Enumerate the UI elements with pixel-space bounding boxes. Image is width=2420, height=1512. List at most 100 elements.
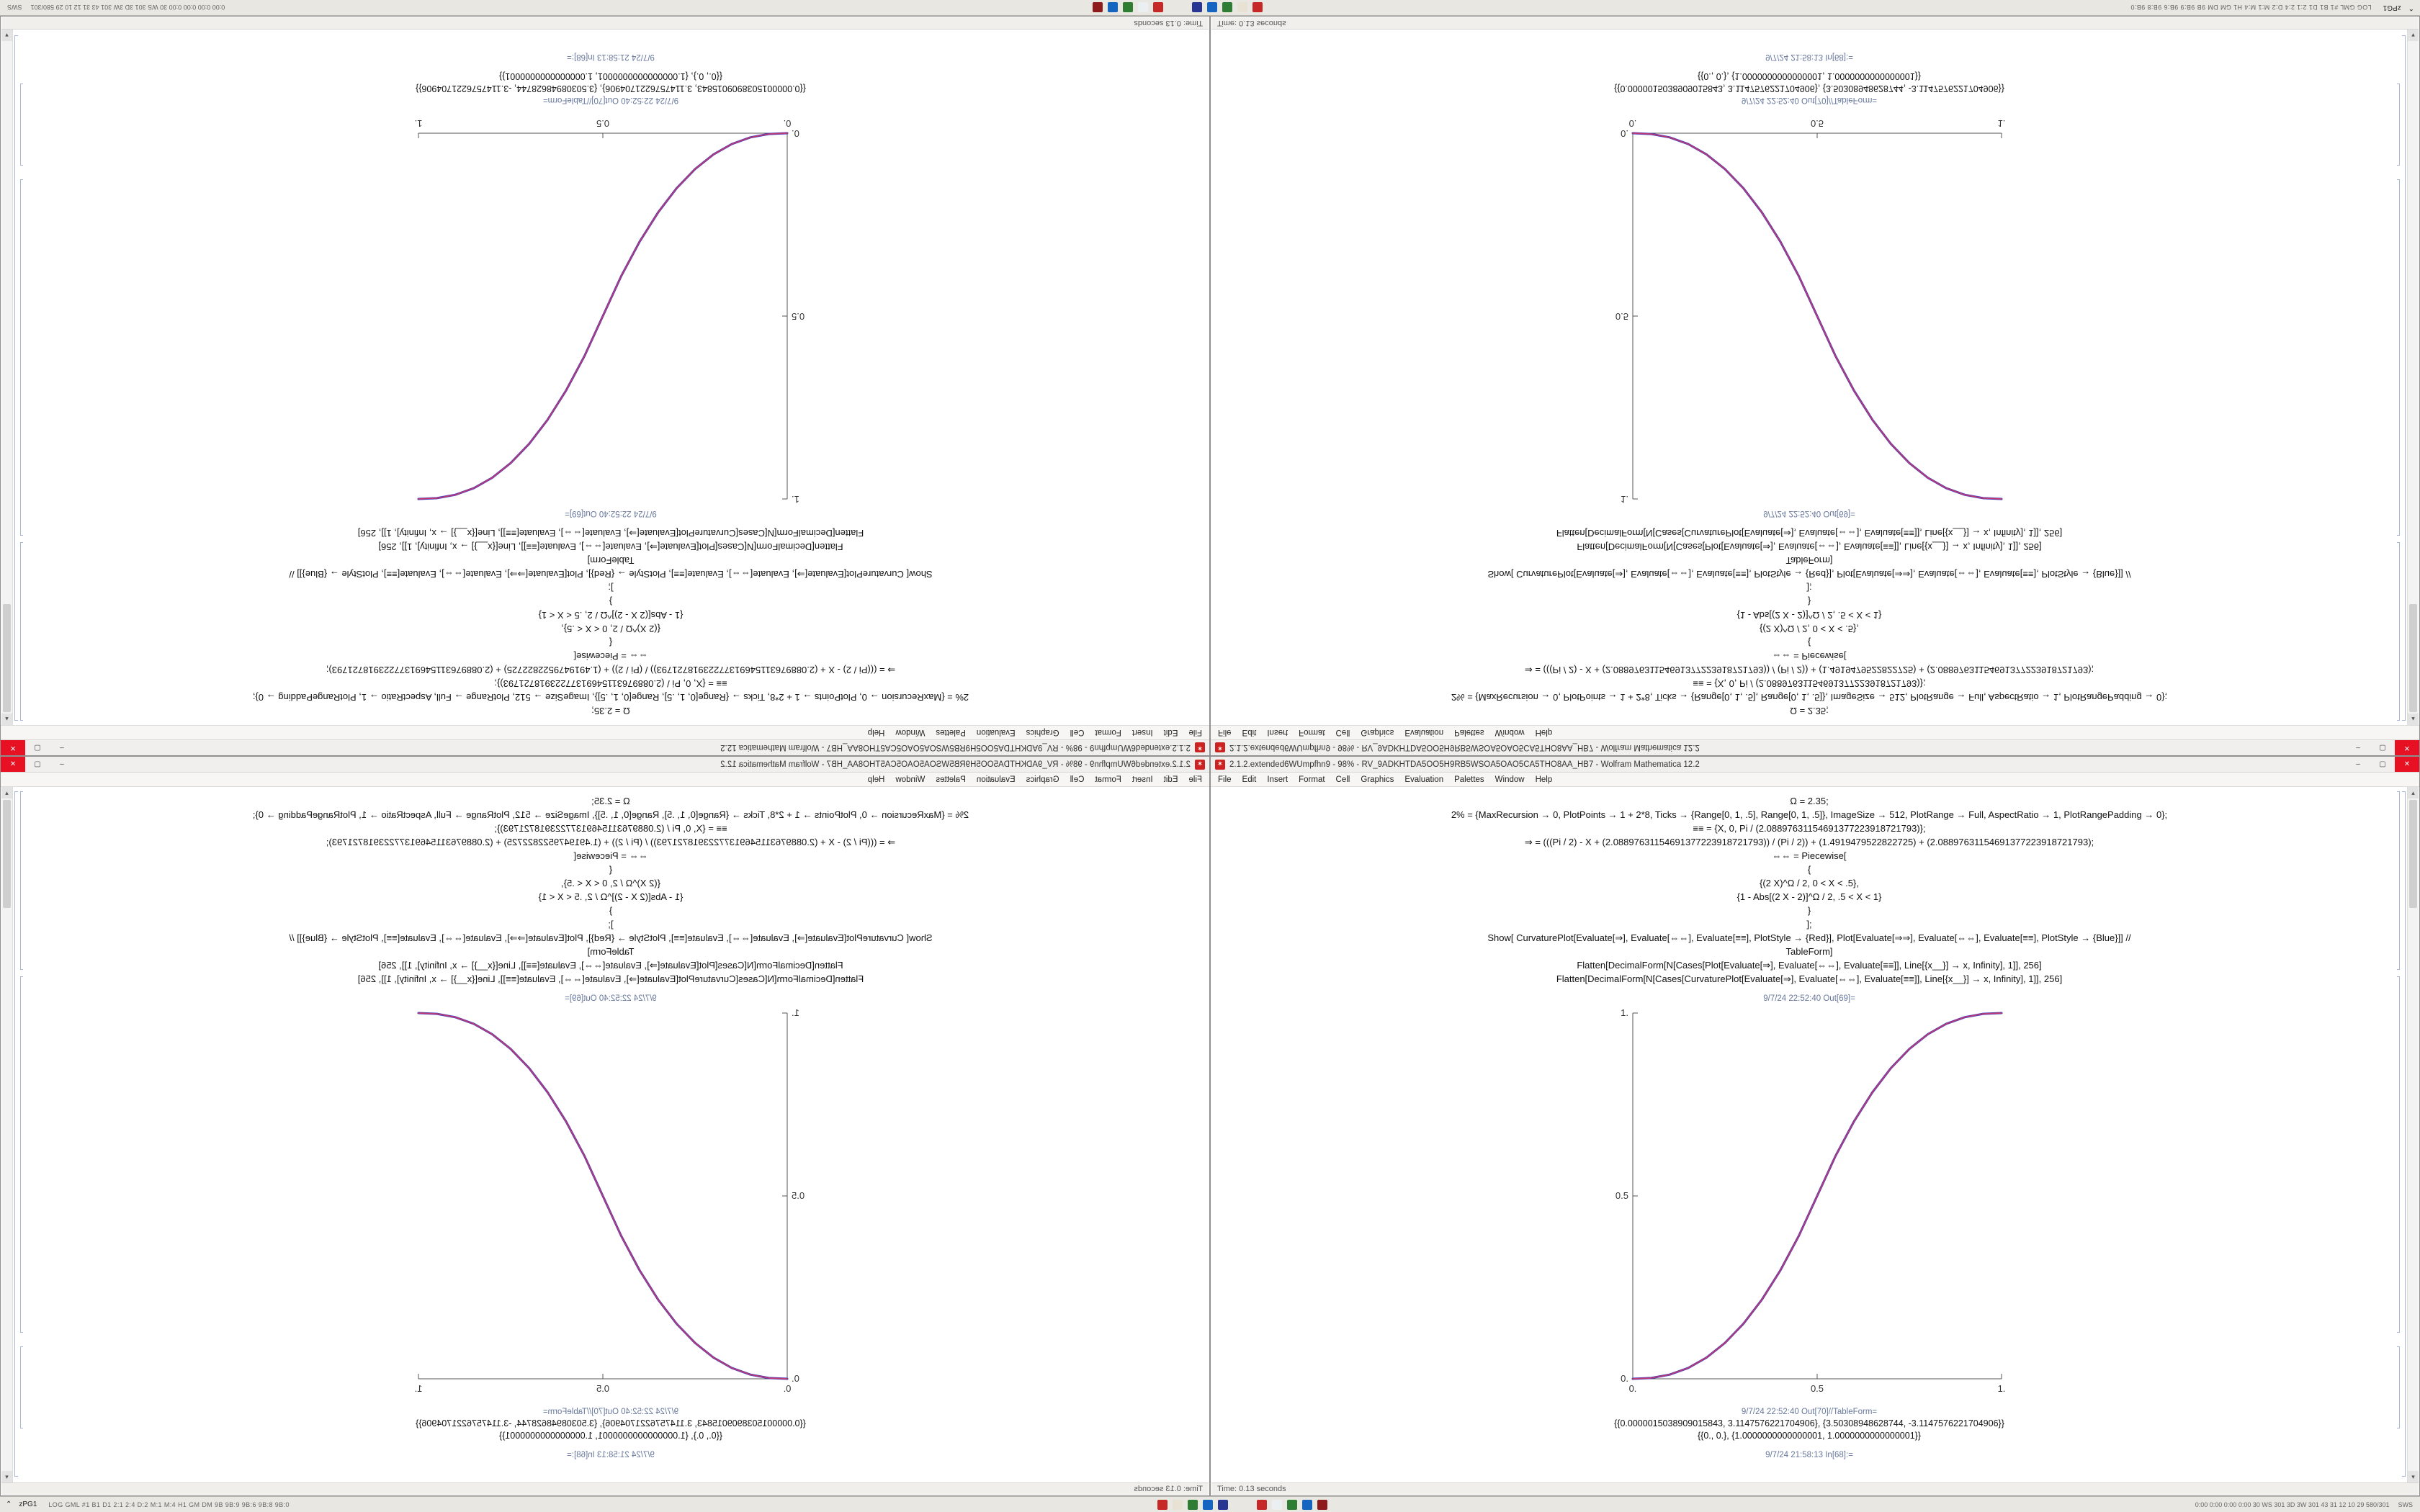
close-button[interactable]: ✕ (2395, 740, 2419, 755)
scroll-down-arrow-icon[interactable]: ▾ (2408, 30, 2419, 41)
menu-item[interactable]: Format (1299, 775, 1325, 784)
input-code-line[interactable]: {1 - Abs[(2 X - 2)]^Ω / 2, .5 < X < 1} (1736, 891, 1882, 902)
taskbar-app-icon[interactable] (1138, 2, 1149, 13)
taskbar-app-icon[interactable] (1123, 2, 1134, 13)
menu-item[interactable]: Format (1299, 728, 1325, 737)
input-code-line[interactable]: ⇔⇔ = Piecewise[ (573, 651, 648, 662)
menu-item[interactable]: Insert (1131, 775, 1153, 784)
taskbar-app-icon[interactable] (1286, 1499, 1297, 1510)
menu-item[interactable]: Cell (1070, 775, 1085, 784)
input-code-line[interactable]: Flatten[DecimalForm[N[Cases[Plot[Evaluat… (378, 960, 843, 971)
menu-item[interactable]: Help (867, 775, 885, 784)
input-code-line[interactable]: ≡≡ = {X, 0, Pi / (2.08897631154691377223… (494, 823, 727, 834)
window-titlebar[interactable]: ✶ 2.1.2.extended6WUmpfhn9 - 98% - RV_9AD… (1, 757, 1209, 773)
bottom-taskbar[interactable]: ⌃ zPG1 LOG GML #1 B1 D1 2:1 2:4 D:2 M:1 … (0, 1496, 2420, 1512)
input-code-line[interactable]: Flatten[DecimalForm[N[Cases[CurvaturePlo… (1556, 973, 2063, 984)
menu-item[interactable]: Palettes (1454, 775, 1484, 784)
taskbar-app-icon[interactable] (1317, 1499, 1327, 1510)
input-code-line[interactable]: 2% = {MaxRecursion → 0, PlotPoints → 1 +… (1451, 692, 2168, 703)
taskbar-app-icon[interactable] (1202, 1499, 1213, 1510)
taskbar-app-icon[interactable] (1192, 2, 1203, 13)
input-code-line[interactable]: Ω = 2.35; (1790, 706, 1829, 716)
input-code-line[interactable]: {(2 X)^Ω / 2, 0 < X < .5}, (1760, 624, 1859, 634)
input-code-line[interactable]: Ω = 2.35; (591, 796, 630, 806)
input-code-line[interactable]: { (609, 864, 613, 875)
menu-item[interactable]: File (1218, 775, 1232, 784)
scroll-up-arrow-icon[interactable]: ▴ (1, 787, 12, 798)
minimize-button[interactable]: – (2356, 744, 2360, 752)
input-code-line[interactable]: Show[ CurvaturePlot[Evaluate[⇒], Evaluat… (289, 932, 933, 943)
start-label[interactable]: zPG1 (2383, 4, 2401, 12)
menu-item[interactable]: Evaluation (976, 775, 1016, 784)
scrollbar-thumb[interactable] (2409, 800, 2417, 908)
input-code-line[interactable]: Flatten[DecimalForm[N[Cases[CurvaturePlo… (357, 528, 864, 539)
taskbar-app-icon[interactable] (1172, 1499, 1183, 1510)
input-code-line[interactable]: Ω = 2.35; (1790, 796, 1829, 806)
menu-item[interactable]: Insert (1131, 728, 1153, 737)
input-code-line[interactable]: Flatten[DecimalForm[N[Cases[Plot[Evaluat… (378, 541, 843, 552)
scroll-down-arrow-icon[interactable]: ▾ (1, 30, 12, 41)
menu-item[interactable]: Window (1494, 775, 1525, 784)
menu-item[interactable]: Palettes (936, 728, 966, 737)
menu-item[interactable]: Cell (1335, 728, 1350, 737)
maximize-button[interactable]: ▢ (34, 744, 41, 752)
input-code-line[interactable]: ⇔⇔ = Piecewise[ (573, 850, 648, 861)
menu-item[interactable]: Insert (1267, 728, 1289, 737)
input-code-line[interactable]: ≡≡ = {X, 0, Pi / (2.08897631154691377223… (494, 678, 727, 689)
menu-item[interactable]: Edit (1163, 775, 1178, 784)
taskbar-app-icon[interactable] (1237, 2, 1248, 13)
menu-item[interactable]: File (1218, 728, 1232, 737)
input-code-line[interactable]: } (609, 596, 613, 607)
input-code-line[interactable]: TableForm] (1785, 946, 1833, 957)
taskbar-app-icon[interactable] (1301, 1499, 1312, 1510)
input-code-line[interactable]: Show[ CurvaturePlot[Evaluate[⇒], Evaluat… (1487, 569, 2131, 580)
scroll-up-arrow-icon[interactable]: ▴ (2408, 714, 2419, 725)
menu-item[interactable]: Edit (1163, 728, 1178, 737)
taskbar-app-icon[interactable] (1093, 2, 1103, 13)
input-code-line[interactable]: Flatten[DecimalForm[N[Cases[Plot[Evaluat… (1577, 960, 2042, 971)
input-code-line[interactable]: ⇒ = (((Pi / 2) - X + (2.0889763115469137… (326, 665, 896, 675)
input-code-line[interactable]: Flatten[DecimalForm[N[Cases[Plot[Evaluat… (1577, 541, 2042, 552)
minimize-button[interactable]: – (2356, 760, 2360, 768)
menu-item[interactable]: Evaluation (1404, 775, 1444, 784)
input-code-line[interactable]: { (1807, 864, 1811, 875)
window-titlebar[interactable]: ✶ 2.1.2.extended6WUmpfhn9 - 98% - RV_9AD… (1211, 757, 2419, 773)
maximize-button[interactable]: ▢ (2379, 760, 2386, 768)
menu-item[interactable]: Format (1095, 728, 1121, 737)
scrollbar-thumb[interactable] (3, 604, 11, 712)
input-code-line[interactable]: 2% = {MaxRecursion → 0, PlotPoints → 1 +… (1451, 809, 2168, 820)
menu-item[interactable]: Evaluation (1404, 728, 1444, 737)
taskbar-app-icon[interactable] (1217, 1499, 1228, 1510)
input-code-line[interactable]: Flatten[DecimalForm[N[Cases[CurvaturePlo… (357, 973, 864, 984)
maximize-button[interactable]: ▢ (2379, 744, 2386, 752)
input-code-line[interactable]: 2% = {MaxRecursion → 0, PlotPoints → 1 +… (252, 692, 969, 703)
menu-item[interactable]: Graphics (1361, 728, 1394, 737)
scroll-down-arrow-icon[interactable]: ▾ (1, 1471, 12, 1482)
vertical-scrollbar[interactable]: ▴ ▾ (2407, 30, 2419, 725)
input-code-line[interactable]: Show[ CurvaturePlot[Evaluate[⇒], Evaluat… (289, 569, 933, 580)
tray-chevron-icon[interactable]: ⌃ (6, 1500, 12, 1508)
input-code-line[interactable]: Flatten[DecimalForm[N[Cases[CurvaturePlo… (1556, 528, 2063, 539)
menu-item[interactable]: Window (1494, 728, 1525, 737)
scroll-up-arrow-icon[interactable]: ▴ (2408, 787, 2419, 798)
scrollbar-thumb[interactable] (3, 800, 11, 908)
scroll-up-arrow-icon[interactable]: ▴ (1, 714, 12, 725)
input-code-line[interactable]: {1 - Abs[(2 X - 2)]^Ω / 2, .5 < X < 1} (538, 891, 684, 902)
taskbar-app-icon[interactable] (1153, 2, 1164, 13)
input-code-line[interactable]: ⇒ = (((Pi / 2) - X + (2.0889763115469137… (1524, 665, 2094, 675)
input-code-line[interactable]: {(2 X)^Ω / 2, 0 < X < .5}, (561, 878, 660, 888)
close-button[interactable]: ✕ (1, 740, 25, 755)
input-code-line[interactable]: ]; (608, 919, 614, 930)
menu-item[interactable]: Graphics (1361, 775, 1394, 784)
menu-item[interactable]: Palettes (936, 775, 966, 784)
vertical-scrollbar[interactable]: ▴ ▾ (1, 30, 13, 725)
menu-item[interactable]: Help (1535, 728, 1553, 737)
input-code-line[interactable]: Ω = 2.35; (591, 706, 630, 716)
taskbar-app-icon[interactable] (1108, 2, 1119, 13)
menu-item[interactable]: Evaluation (976, 728, 1016, 737)
window-titlebar[interactable]: ✶ 2.1.2.extended6WUmpfhn9 - 98% - RV_9AD… (1211, 739, 2419, 755)
menu-item[interactable]: Graphics (1026, 728, 1059, 737)
input-code-line[interactable]: Show[ CurvaturePlot[Evaluate[⇒], Evaluat… (1487, 932, 2131, 943)
scrollbar-thumb[interactable] (2409, 604, 2417, 712)
input-code-line[interactable]: {1 - Abs[(2 X - 2)]^Ω / 2, .5 < X < 1} (1736, 610, 1882, 621)
